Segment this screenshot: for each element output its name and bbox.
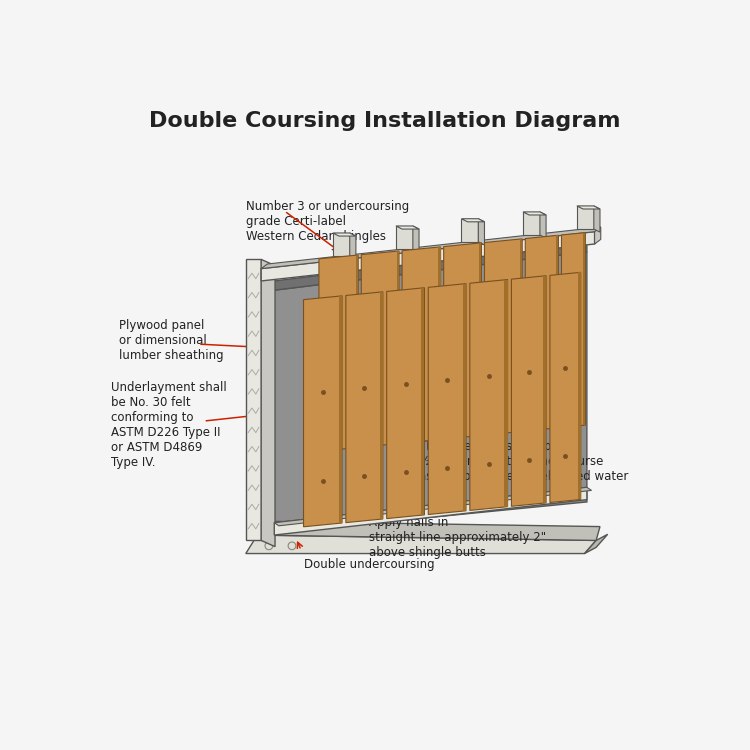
Polygon shape [484, 238, 522, 435]
Polygon shape [512, 276, 546, 506]
Polygon shape [556, 236, 559, 428]
Polygon shape [261, 232, 595, 281]
Polygon shape [422, 288, 424, 515]
Polygon shape [428, 284, 466, 514]
Polygon shape [339, 296, 342, 523]
Text: The outer course is applied
½" lower than the inner course
as a drip course to h: The outer course is applied ½" lower tha… [419, 440, 628, 483]
Polygon shape [304, 296, 342, 526]
Polygon shape [525, 236, 559, 431]
Text: Underlayment shall
be No. 30 felt
conforming to
ASTM D226 Type II
or ASTM D4869
: Underlayment shall be No. 30 felt confor… [111, 381, 226, 469]
Polygon shape [543, 276, 546, 503]
Polygon shape [550, 272, 580, 502]
Polygon shape [350, 233, 356, 260]
Polygon shape [444, 243, 482, 439]
Polygon shape [261, 227, 601, 268]
Polygon shape [520, 238, 522, 431]
Polygon shape [463, 284, 466, 511]
Polygon shape [246, 535, 596, 554]
Polygon shape [274, 488, 592, 526]
Polygon shape [402, 247, 440, 443]
Polygon shape [333, 233, 356, 236]
Polygon shape [583, 232, 585, 425]
Polygon shape [562, 232, 585, 428]
Text: Double Coursing Installation Diagram: Double Coursing Installation Diagram [148, 111, 620, 130]
Polygon shape [246, 260, 261, 541]
Polygon shape [540, 212, 546, 238]
Polygon shape [346, 292, 382, 523]
Polygon shape [438, 247, 440, 440]
Polygon shape [319, 255, 358, 452]
Text: Plywood panel
or dimensional
lumber sheathing: Plywood panel or dimensional lumber shea… [118, 319, 224, 362]
Polygon shape [380, 292, 382, 519]
Text: Apply nails in
straight line approximately 2"
above shingle butts: Apply nails in straight line approximate… [369, 516, 546, 559]
Polygon shape [523, 212, 540, 235]
Polygon shape [584, 534, 608, 554]
Polygon shape [396, 226, 419, 229]
Polygon shape [257, 521, 600, 541]
Polygon shape [479, 243, 482, 435]
Polygon shape [274, 488, 587, 535]
Polygon shape [397, 251, 399, 443]
Polygon shape [577, 206, 600, 209]
Polygon shape [461, 219, 478, 242]
Polygon shape [577, 206, 594, 229]
Polygon shape [274, 242, 587, 290]
Polygon shape [470, 280, 508, 511]
Polygon shape [387, 288, 424, 518]
Polygon shape [578, 272, 580, 500]
Polygon shape [523, 212, 546, 215]
Polygon shape [594, 206, 600, 232]
Text: Double undercoursing: Double undercoursing [304, 558, 434, 572]
Polygon shape [396, 226, 412, 249]
Polygon shape [461, 219, 484, 222]
Polygon shape [505, 280, 508, 507]
Polygon shape [333, 233, 350, 256]
Polygon shape [362, 251, 399, 447]
Polygon shape [274, 252, 587, 532]
Polygon shape [413, 226, 419, 252]
Polygon shape [478, 219, 484, 245]
Polygon shape [356, 255, 358, 448]
Polygon shape [595, 227, 601, 244]
Polygon shape [261, 260, 275, 547]
Text: Number 3 or undercoursing
grade Certi-label
Western Cedar shingles: Number 3 or undercoursing grade Certi-la… [246, 200, 409, 243]
